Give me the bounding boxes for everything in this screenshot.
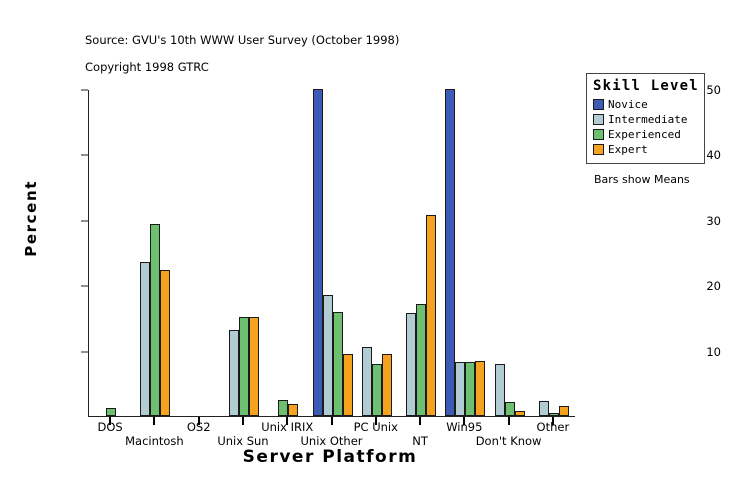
bar bbox=[150, 223, 161, 416]
x-tick-mark bbox=[551, 417, 554, 425]
plot-area bbox=[88, 89, 575, 417]
x-tick-label: Unix Sun bbox=[217, 434, 269, 448]
bar bbox=[406, 312, 417, 416]
x-tick-mark bbox=[153, 417, 156, 425]
legend-entry: Expert bbox=[593, 142, 699, 156]
y-tick-label: 40 bbox=[706, 148, 721, 163]
bar bbox=[475, 361, 486, 416]
x-tick-label: NT bbox=[412, 434, 428, 448]
legend-entry: Novice bbox=[593, 97, 699, 111]
legend-swatch-icon bbox=[593, 98, 604, 110]
bar bbox=[494, 363, 505, 416]
y-tick-label: 10 bbox=[706, 344, 721, 359]
legend-swatch-icon bbox=[593, 128, 604, 140]
y-tick-label: 20 bbox=[706, 279, 721, 294]
y-tick-mark bbox=[81, 285, 88, 287]
x-tick-label: Other bbox=[536, 420, 570, 434]
bar bbox=[106, 407, 117, 416]
y-axis-title: Percent bbox=[22, 180, 40, 257]
bar bbox=[228, 329, 239, 416]
legend-swatch-icon bbox=[593, 143, 604, 155]
x-tick-label: OS2 bbox=[186, 420, 211, 434]
bar bbox=[416, 303, 427, 416]
source-caption: Source: GVU's 10th WWW User Survey (Octo… bbox=[85, 33, 400, 47]
legend-entry-label: Intermediate bbox=[608, 112, 688, 126]
bar bbox=[371, 363, 382, 416]
bar bbox=[278, 400, 289, 416]
bar bbox=[465, 362, 476, 416]
bar bbox=[445, 89, 456, 416]
x-tick-mark bbox=[197, 417, 200, 425]
x-tick-label: Unix IRIX bbox=[261, 420, 314, 434]
x-tick-label: Macintosh bbox=[125, 434, 184, 448]
bar bbox=[312, 89, 323, 416]
legend-entry-label: Expert bbox=[608, 142, 648, 156]
x-axis-title: Server Platform bbox=[242, 447, 418, 467]
bar bbox=[238, 316, 249, 416]
legend-entries: Novice Intermediate Experienced Expert bbox=[593, 97, 699, 156]
bar bbox=[426, 214, 437, 416]
x-tick-mark bbox=[419, 417, 422, 425]
legend-swatch-icon bbox=[593, 113, 604, 125]
x-tick-label: Win95 bbox=[446, 420, 483, 434]
x-tick-label: Unix Other bbox=[300, 434, 363, 448]
y-tick-mark bbox=[81, 154, 88, 156]
y-tick-mark bbox=[81, 89, 88, 91]
x-tick-mark bbox=[374, 417, 377, 425]
y-tick-label: 30 bbox=[706, 213, 721, 228]
legend-entry: Experienced bbox=[593, 127, 699, 141]
legend-entry: Intermediate bbox=[593, 112, 699, 126]
x-tick-mark bbox=[286, 417, 289, 425]
bar bbox=[342, 353, 353, 416]
legend: Skill Level Novice Intermediate Experience… bbox=[586, 73, 705, 164]
x-tick-mark bbox=[330, 417, 333, 425]
bar bbox=[248, 316, 259, 416]
x-tick-label: DOS bbox=[97, 420, 123, 434]
y-tick-mark bbox=[81, 351, 88, 353]
y-tick-mark bbox=[81, 220, 88, 222]
x-tick-mark bbox=[463, 417, 466, 425]
bar bbox=[381, 353, 392, 416]
legend-entry-label: Novice bbox=[608, 97, 648, 111]
x-tick-label: Don't Know bbox=[475, 434, 542, 448]
bar bbox=[538, 400, 549, 416]
bar bbox=[361, 347, 372, 416]
bar bbox=[332, 312, 343, 416]
legend-note: Bars show Means bbox=[594, 173, 690, 186]
x-tick-mark bbox=[507, 417, 510, 425]
bar bbox=[548, 412, 559, 416]
legend-title: Skill Level bbox=[593, 78, 699, 94]
bar bbox=[140, 261, 151, 416]
bar bbox=[514, 411, 525, 416]
x-tick-mark bbox=[109, 417, 112, 425]
x-tick-label: PC Unix bbox=[353, 420, 398, 434]
bar bbox=[455, 362, 466, 416]
bar bbox=[288, 404, 299, 416]
legend-entry-label: Experienced bbox=[608, 127, 681, 141]
y-tick-label: 50 bbox=[706, 83, 721, 97]
x-tick-mark bbox=[241, 417, 244, 425]
bar bbox=[322, 295, 333, 416]
bar bbox=[558, 406, 569, 416]
bar bbox=[160, 269, 171, 416]
bar bbox=[504, 401, 515, 416]
copyright-caption: Copyright 1998 GTRC bbox=[85, 60, 209, 74]
